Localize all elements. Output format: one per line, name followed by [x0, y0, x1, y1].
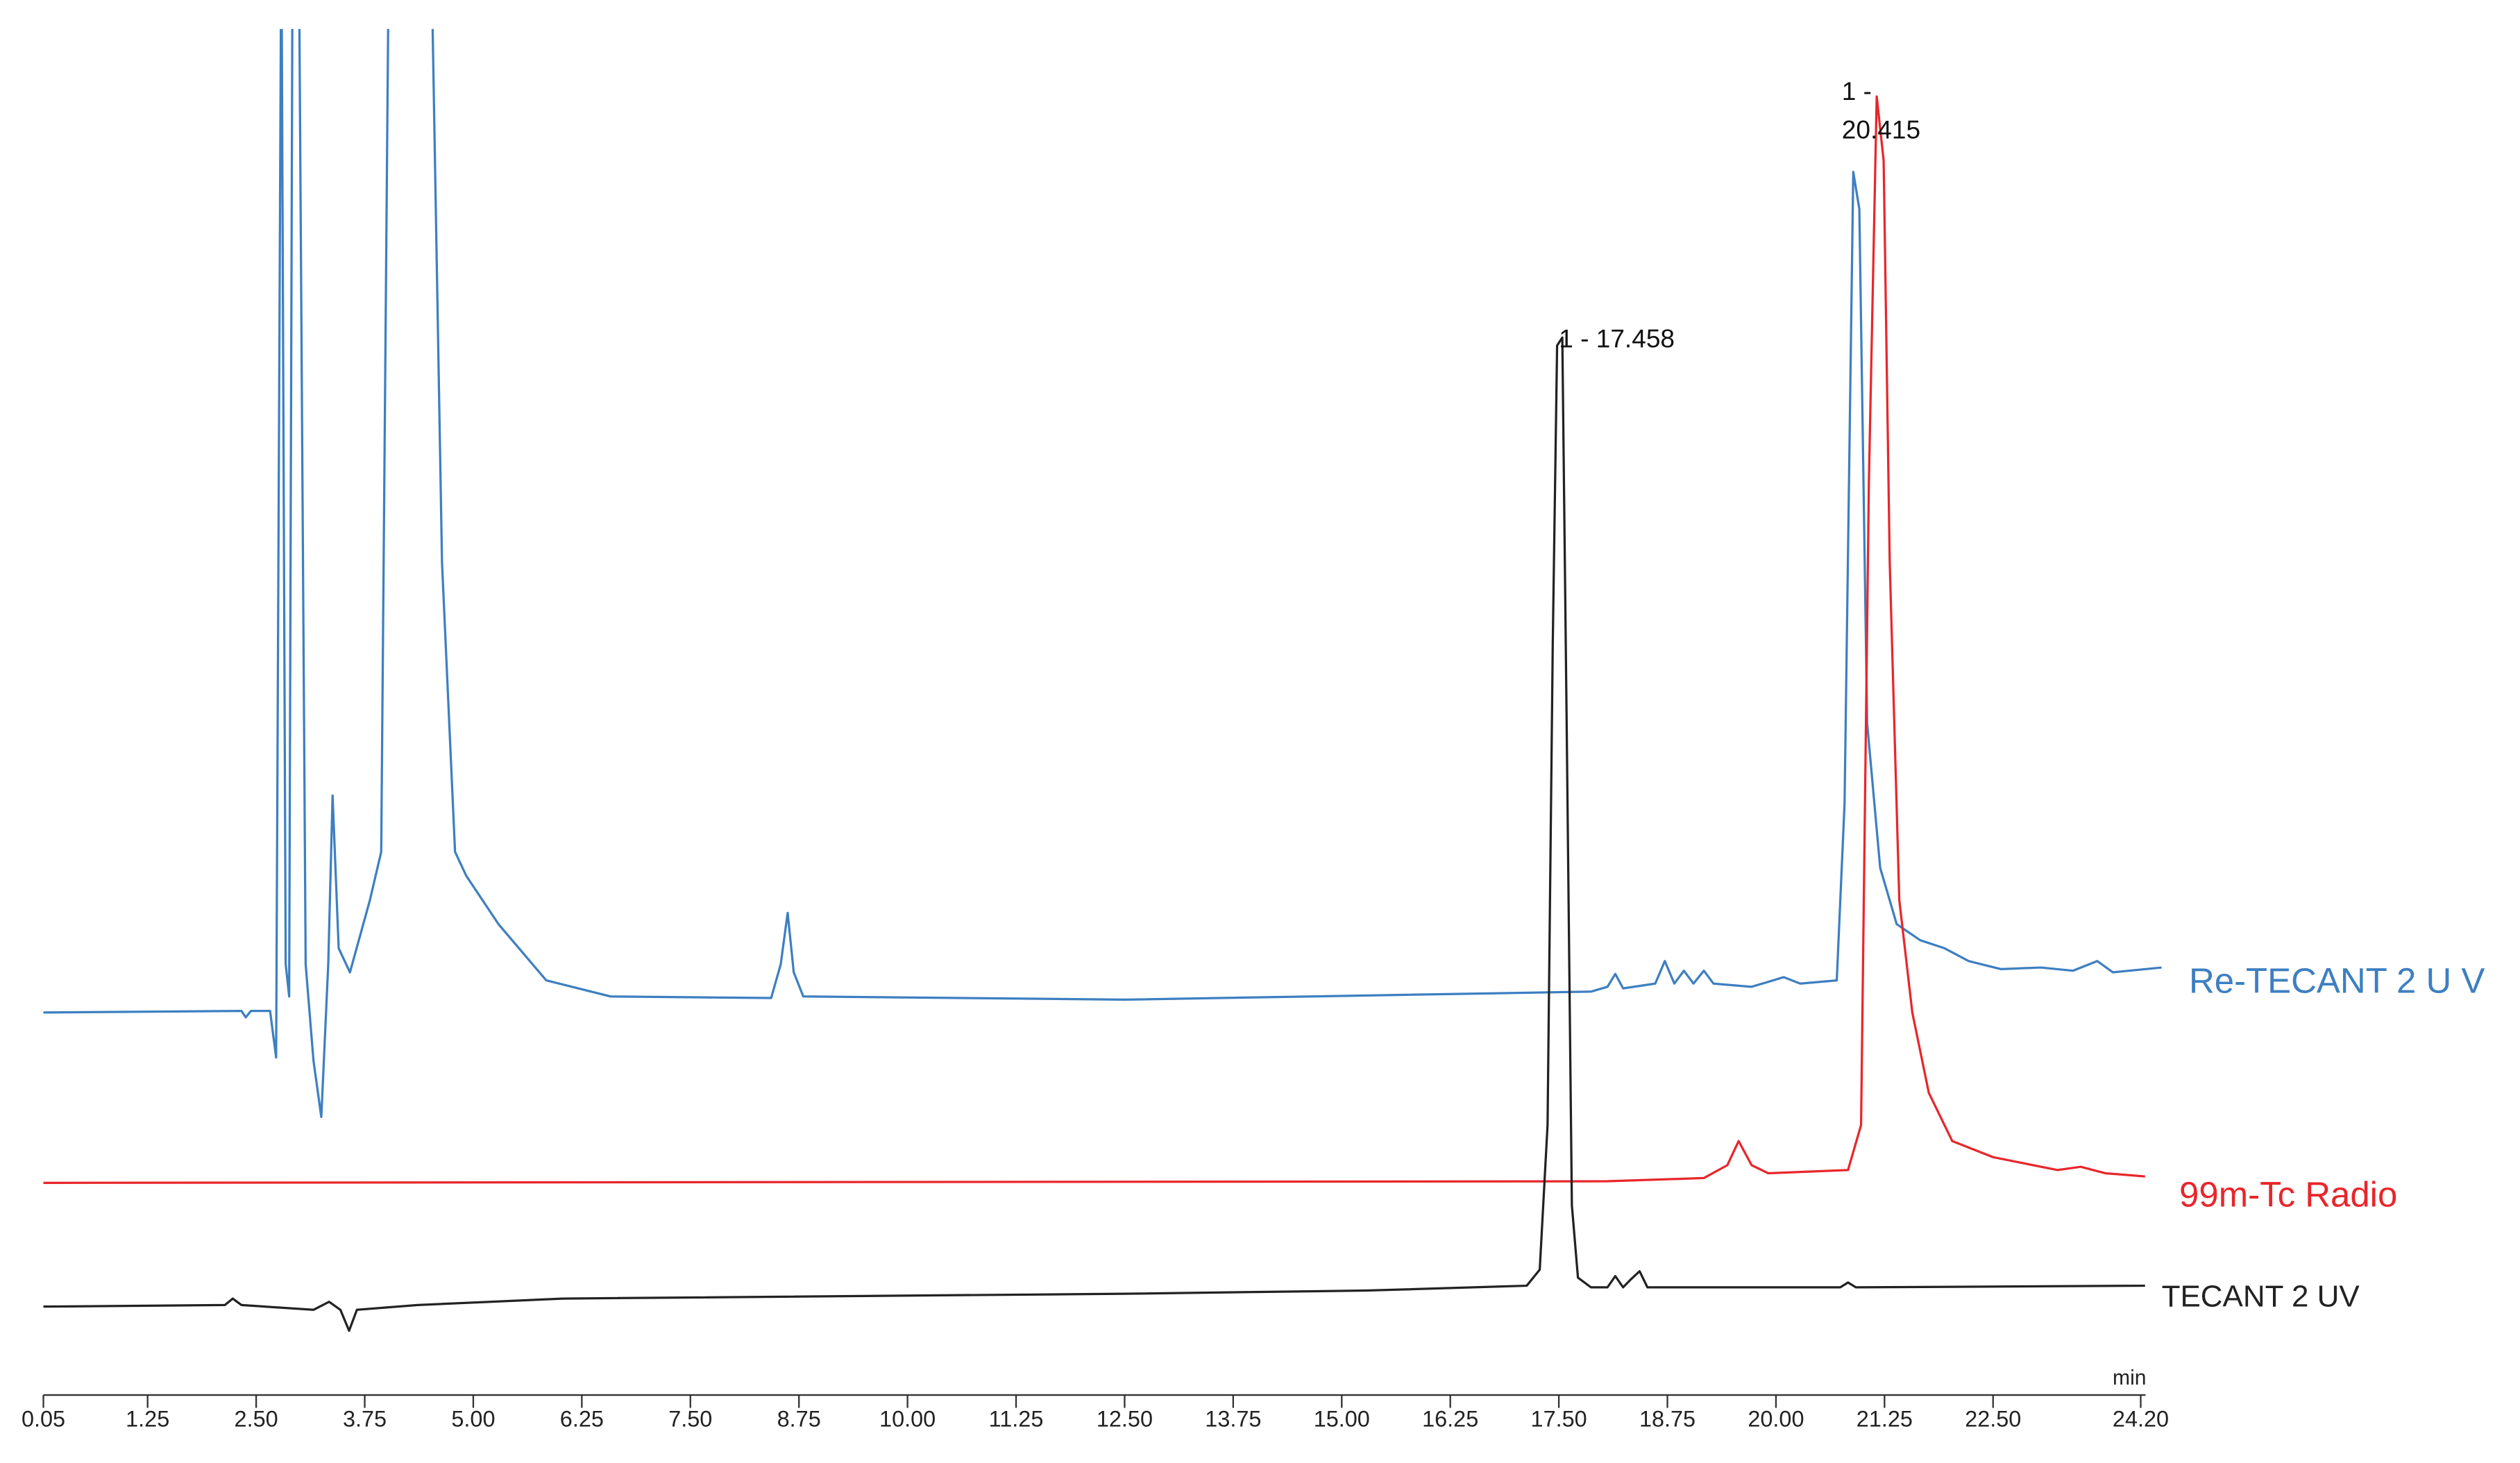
x-tick-label: 17.50	[1531, 1407, 1587, 1432]
x-tick-label: 21.25	[1857, 1407, 1913, 1432]
x-tick-label: 3.75	[343, 1407, 387, 1432]
trace-line	[43, 28, 2162, 1119]
x-tick-label: 0.05	[22, 1407, 65, 1432]
x-tick-label: 15.00	[1314, 1407, 1370, 1432]
peak-annotation: 1 - 17.458	[1559, 324, 1675, 353]
series-label: 99m-Tc Radio	[2179, 1175, 2397, 1215]
x-tick-label: 24.20	[2113, 1407, 2169, 1432]
x-tick-label: 7.50	[668, 1407, 712, 1432]
x-tick-label: 6.25	[560, 1407, 604, 1432]
series-label: Re-TECANT 2 U V	[2189, 961, 2485, 1001]
x-tick-label: 20.00	[1748, 1407, 1804, 1432]
x-tick-label: 12.50	[1097, 1407, 1153, 1432]
x-tick-label: 10.00	[879, 1407, 936, 1432]
peak-annotation: 20.415	[1842, 115, 1920, 144]
x-tick-label: 2.50	[235, 1407, 278, 1432]
x-axis-label: min	[2113, 1367, 2147, 1389]
x-tick-label: 1.25	[126, 1407, 169, 1432]
x-tick-label: 5.00	[451, 1407, 495, 1432]
x-tick-label: 22.50	[1965, 1407, 2021, 1432]
plot-area	[43, 28, 2162, 1333]
peak-annotation: 1 -	[1842, 76, 1872, 105]
x-tick-label: 11.25	[989, 1407, 1044, 1432]
x-tick-label: 8.75	[777, 1407, 821, 1432]
series-label: TECANT 2 UV	[2162, 1280, 2360, 1314]
trace-line	[43, 95, 2145, 1184]
trace-line	[43, 336, 2145, 1333]
x-tick-label: 18.75	[1639, 1407, 1695, 1432]
x-tick-label: 16.25	[1422, 1407, 1478, 1432]
x-tick-label: 13.75	[1205, 1407, 1261, 1432]
